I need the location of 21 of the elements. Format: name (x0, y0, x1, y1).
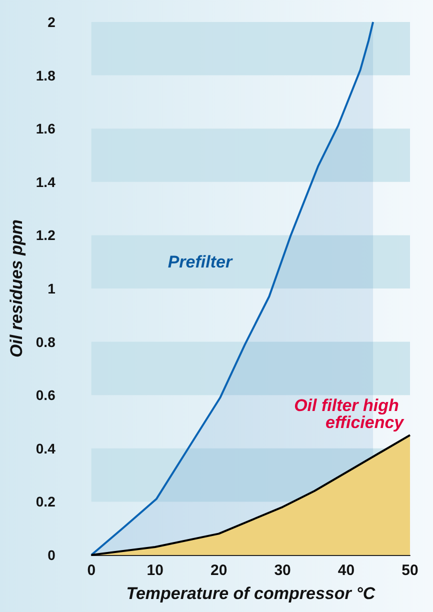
y-tick-label: 2 (48, 14, 56, 30)
y-tick-label: 0.8 (36, 334, 56, 350)
y-tick-label: 0.6 (36, 387, 56, 404)
y-tick-label: 1.8 (36, 67, 56, 84)
x-tick-label: 40 (338, 562, 355, 579)
x-tick-label: 20 (210, 562, 228, 579)
y-tick-label: 1.2 (36, 227, 56, 244)
series-label: Oil filter high efficiency (294, 396, 406, 432)
y-tick-label: 1 (48, 280, 56, 296)
x-tick-label: 10 (146, 562, 164, 579)
x-tick-label: 30 (274, 562, 291, 579)
y-tick-label: 0 (48, 547, 56, 563)
text: Prefilter (168, 252, 234, 272)
y-tick-label: 1.4 (36, 174, 56, 190)
y-axis-title: Oil residues ppm (7, 220, 26, 358)
x-tick-label: 0 (87, 562, 96, 579)
x-tick-label: 50 (402, 562, 418, 579)
y-tick-label: 1.6 (36, 120, 56, 137)
y-tick-label: 0.2 (36, 494, 56, 510)
x-axis-title: Temperature of compressor °C (126, 584, 376, 603)
y-tick-label: 0.4 (36, 440, 56, 456)
